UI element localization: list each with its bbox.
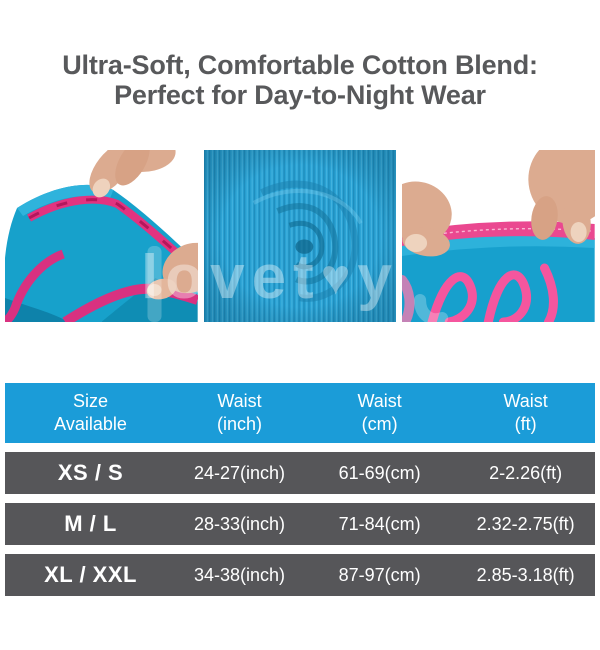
header-waist-cm: Waist (cm) [357,391,402,434]
page-title: Ultra-Soft, Comfortable Cotton Blend: Pe… [10,50,590,110]
table-row-xs-s: XS / S 24-27(inch) 61-69(cm) 2-2.26(ft) [5,452,595,494]
left-thumb-hand [402,181,453,257]
table-row-xl-xxl: XL / XXL 34-38(inch) 87-97(cm) 2.85-3.18… [5,554,595,596]
table-row-m-l: M / L 28-33(inch) 71-84(cm) 2.32-2.75(ft… [5,503,595,545]
waistband-illustration [402,150,596,322]
waist-inch-value: 28-33(inch) [193,513,286,534]
fabric-illustration [203,150,397,322]
product-photo-strip: lovet♥y [5,150,596,322]
waist-inch-value: 24-27(inch) [193,462,286,483]
header-size-available: Size Available [54,391,127,434]
header-waist-inch: Waist (inch) [217,391,263,434]
pulling-hand [146,242,198,300]
size-label: XL / XXL [44,562,137,587]
size-label: XS / S [57,460,124,485]
right-grip-hand [528,150,596,244]
size-label: M / L [64,511,117,536]
waist-ft-value: 2.32-2.75(ft) [476,513,575,534]
size-chart-table: Size Available Waist (inch) Waist (cm) W… [5,383,595,596]
title-line-2: Perfect for Day-to-Night Wear [114,80,486,110]
waist-ft-value: 2.85-3.18(ft) [476,564,575,585]
pinching-hand [89,150,176,198]
panties-illustration [5,150,198,322]
photo-waistband-stretch [402,150,596,322]
size-chart-header-row: Size Available Waist (inch) Waist (cm) W… [5,383,595,443]
waist-ft-value: 2-2.26(ft) [489,462,563,483]
waist-cm-value: 61-69(cm) [338,462,421,483]
waist-cm-value: 87-97(cm) [338,564,421,585]
title-line-1: Ultra-Soft, Comfortable Cotton Blend: [62,50,538,80]
photo-fabric-texture [203,150,397,322]
photo-stretch-panties [5,150,198,322]
header-waist-ft: Waist (ft) [503,391,548,434]
waist-cm-value: 71-84(cm) [338,513,421,534]
waist-inch-value: 34-38(inch) [193,564,286,585]
